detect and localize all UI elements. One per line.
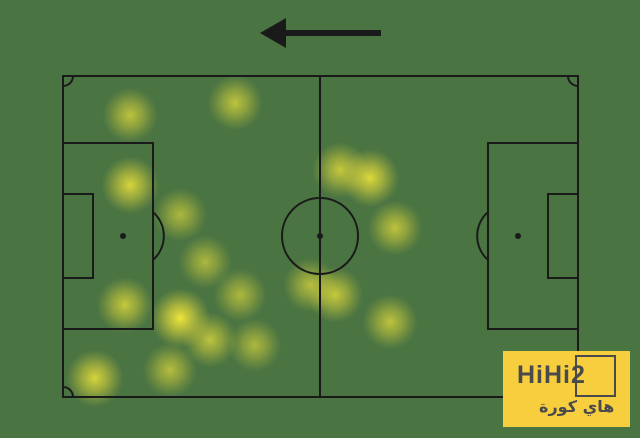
logo-arabic-text: هاي كورة [539,397,615,416]
right-penalty-spot [515,233,521,239]
heat-point [213,268,267,322]
center-circle [281,197,359,275]
heat-point [153,187,208,242]
corner-arc [62,75,74,87]
corner-arc [567,75,579,87]
heat-point [207,75,263,131]
heat-point [102,87,158,143]
hihi2-logo: HiHi2 هاي كورة [503,351,630,427]
heat-point [96,276,153,333]
logo-frame [575,355,616,397]
pitch-lines [62,75,579,398]
left-goal-area [62,193,94,279]
heat-point [307,267,364,324]
left-penalty-spot [120,233,126,239]
center-spot [317,233,323,239]
attack-direction-arrow-icon [260,18,381,48]
heat-point [340,148,400,208]
corner-arc [62,386,74,398]
right-penalty-arc [476,211,489,261]
logo-latin-text: HiHi2 [517,361,586,389]
right-goal-area [547,193,579,279]
heat-point [367,200,423,256]
left-penalty-arc [152,211,165,261]
heat-point [101,156,159,214]
heat-point [227,318,282,372]
heat-point [178,235,233,289]
heat-point [362,294,418,350]
heat-point [142,342,198,398]
heat-point [66,349,124,407]
heat-layer [66,75,423,407]
heat-point [182,312,238,368]
right-penalty-box [487,142,579,330]
